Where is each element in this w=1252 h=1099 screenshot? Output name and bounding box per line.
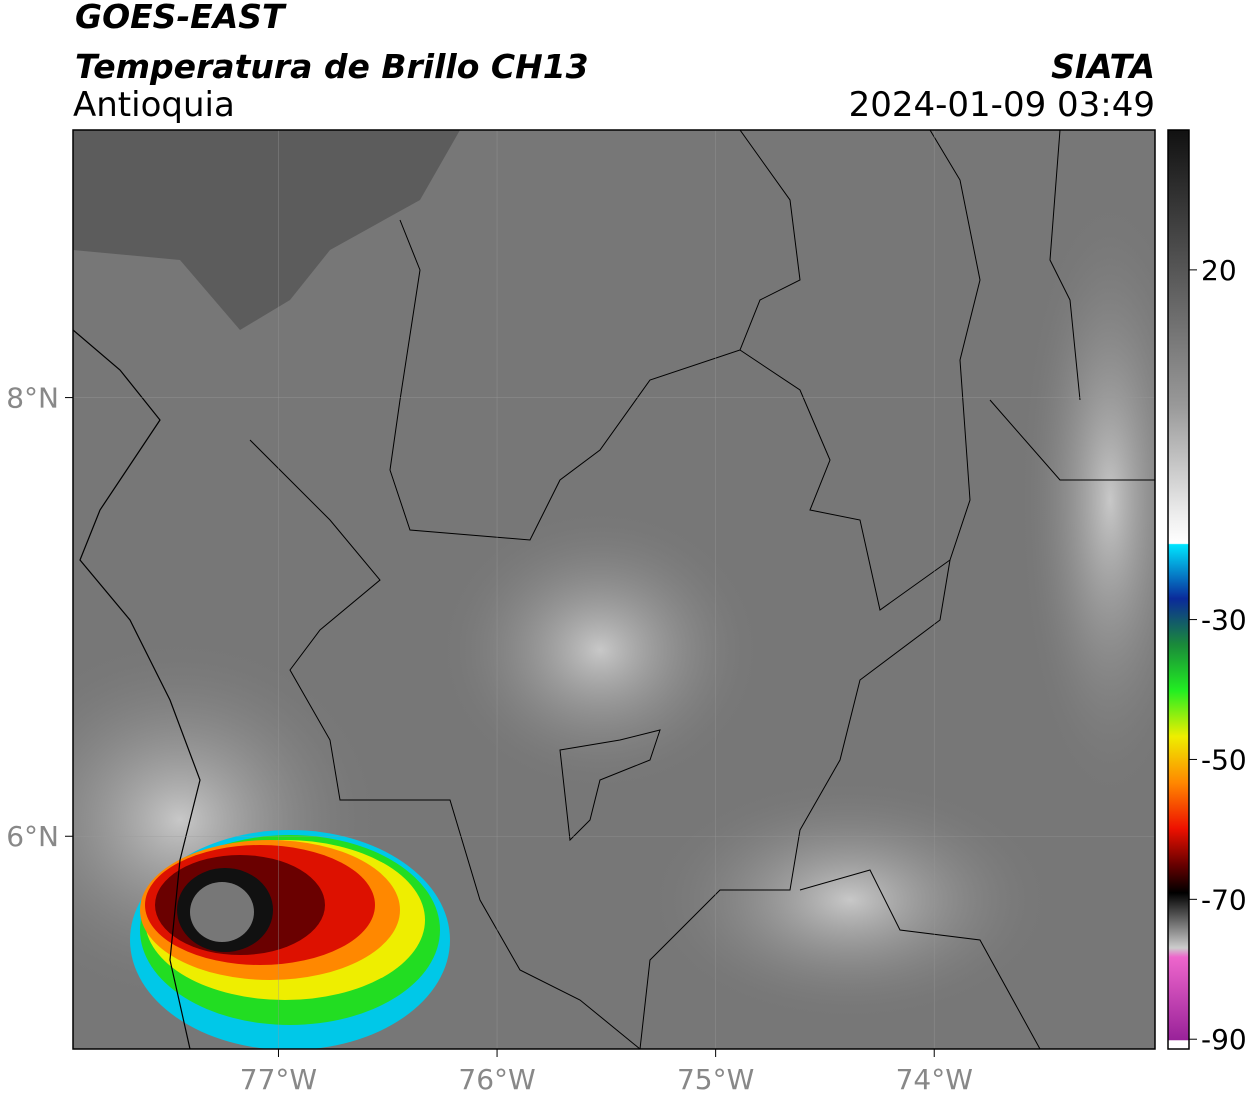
x-tick-label: 76°W bbox=[458, 1063, 535, 1096]
x-tick-label: 77°W bbox=[240, 1063, 317, 1096]
colorbar-label: -90 bbox=[1201, 1023, 1247, 1056]
colorbar-label: 20 bbox=[1201, 254, 1237, 287]
y-tick-label: 6°N bbox=[6, 820, 59, 853]
map-imagery bbox=[73, 130, 1155, 1049]
y-tick-label: 8°N bbox=[6, 382, 59, 415]
region: Antioquia bbox=[73, 85, 235, 125]
map-frame bbox=[72, 129, 1156, 1050]
colorbar-label: -70 bbox=[1201, 883, 1247, 916]
datetime: 2024-01-09 03:49 bbox=[849, 85, 1155, 125]
satellite: GOES-EAST bbox=[75, 0, 287, 36]
colorbar-label: -50 bbox=[1201, 743, 1247, 776]
product: Temperatura de Brillo CH13 bbox=[75, 47, 589, 86]
x-tick-label: 74°W bbox=[896, 1063, 973, 1096]
x-tick-label: 75°W bbox=[677, 1063, 754, 1096]
colorbar-label: -30 bbox=[1201, 604, 1247, 637]
colorbar bbox=[1167, 129, 1190, 1050]
agency: SIATA bbox=[1051, 47, 1155, 86]
